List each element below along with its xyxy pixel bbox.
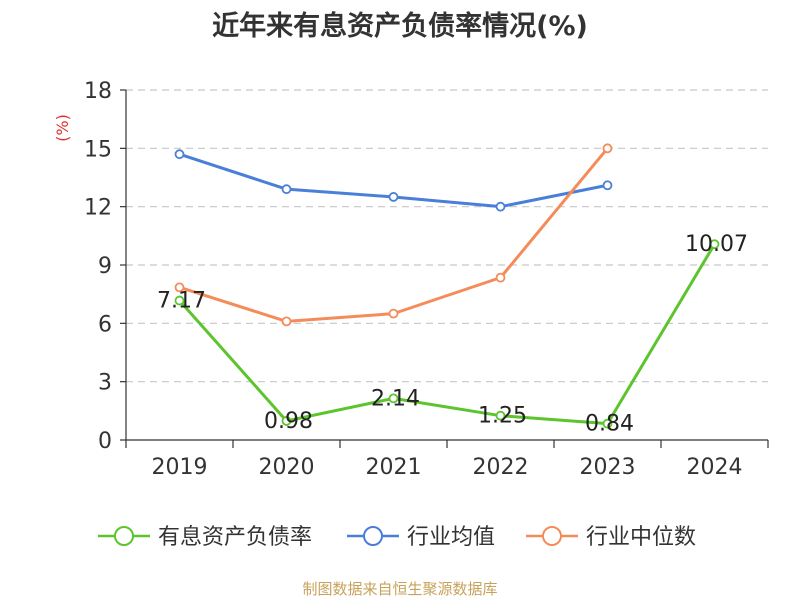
- y-tick-label: 3: [98, 371, 112, 396]
- y-tick-label: 12: [84, 196, 112, 221]
- series-0: [174, 239, 720, 429]
- y-axis-label: (%): [53, 114, 72, 142]
- data-label: 10.07: [685, 232, 748, 257]
- chart-title: 近年来有息资产负债率情况(%): [212, 11, 588, 42]
- data-point: [281, 184, 292, 195]
- data-point: [495, 410, 506, 421]
- x-tick-label: 2020: [259, 455, 315, 480]
- source-note: 制图数据来自恒生聚源数据库: [302, 580, 498, 598]
- y-tick-label: 9: [98, 254, 112, 279]
- legend-label: 行业均值: [407, 525, 495, 550]
- data-labels: 7.17 0.98 2.14 1.25 0.84 10.07: [157, 232, 748, 436]
- x-tick-label: 2023: [580, 455, 636, 480]
- legend-marker: [114, 526, 134, 546]
- data-point: [495, 201, 506, 212]
- legend-marker: [363, 526, 383, 546]
- series: [174, 143, 720, 429]
- legend-item-2: 行业中位数: [526, 525, 696, 550]
- data-label: 7.17: [157, 289, 206, 314]
- data-point: [174, 149, 185, 160]
- data-label: 0.98: [264, 409, 313, 434]
- y-tick-label: 0: [98, 429, 112, 454]
- data-label: 2.14: [371, 386, 420, 411]
- data-point: [174, 282, 185, 293]
- legend-marker: [542, 526, 562, 546]
- data-point: [281, 416, 292, 426]
- x-tick-label: 2021: [366, 455, 422, 480]
- data-point: [602, 180, 613, 191]
- data-point: [174, 295, 185, 306]
- y-tick-label: 6: [98, 312, 112, 337]
- x-tick-label: 2024: [687, 455, 743, 480]
- data-point: [495, 272, 506, 283]
- data-point: [388, 192, 399, 202]
- data-point: [602, 418, 613, 429]
- legend-label: 有息资产负债率: [158, 525, 312, 550]
- data-point: [388, 308, 399, 319]
- legend-label: 行业中位数: [586, 525, 696, 550]
- series-1: [174, 149, 613, 212]
- data-label: 0.84: [585, 412, 634, 437]
- data-label: 1.25: [478, 404, 527, 429]
- axes: 0 3 6 9 12 15 18 2019 2020 2021 2022 2023 2024: [84, 79, 769, 480]
- data-point: [709, 239, 720, 250]
- legend-item-0: 有息资产负债率: [98, 525, 312, 550]
- legend-item-1: 行业均值: [347, 525, 495, 550]
- y-tick-label: 15: [84, 137, 112, 162]
- data-point: [281, 316, 292, 327]
- data-point: [388, 393, 399, 404]
- series-line: [178, 243, 716, 426]
- series-2: [174, 143, 613, 327]
- grid-lines: [126, 89, 768, 383]
- data-point: [602, 143, 613, 154]
- legend: 有息资产负债率 行业均值 行业中位数: [98, 525, 696, 550]
- x-tick-label: 2019: [152, 455, 208, 480]
- y-tick-label: 18: [84, 79, 112, 104]
- x-tick-label: 2022: [473, 455, 529, 480]
